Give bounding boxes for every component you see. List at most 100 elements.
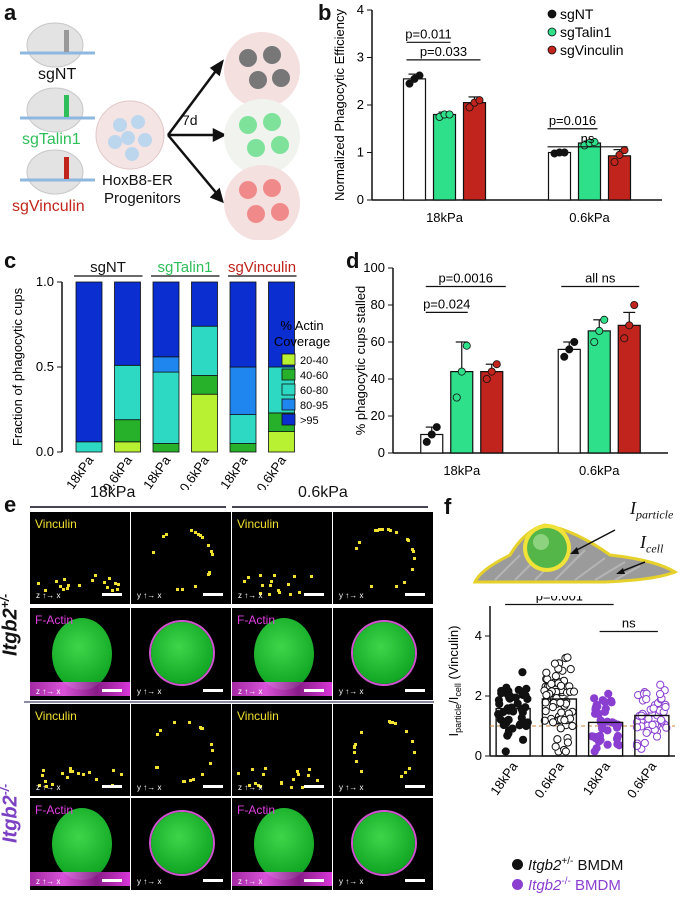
vinculin-spot — [289, 593, 293, 597]
col-underline-06kpa — [232, 506, 428, 508]
vinculin-spot — [358, 540, 362, 544]
y-tick-label: 1.0 — [36, 274, 54, 289]
vinculin-spot — [395, 585, 399, 589]
bead-particle — [353, 622, 415, 684]
vinculin-spot — [181, 587, 185, 591]
panel-a-schematic — [20, 22, 300, 240]
data-point — [561, 747, 570, 756]
vinculin-spot — [395, 530, 399, 534]
vinculin-spot — [259, 784, 263, 788]
x-tick-label: 18kPa — [217, 452, 251, 490]
data-point — [496, 715, 505, 724]
y-tick-label: 0 — [475, 748, 482, 763]
data-point — [556, 698, 565, 707]
vinculin-spot — [43, 588, 47, 592]
axis-indicator: z ↑→ x — [36, 591, 61, 600]
bar — [432, 113, 457, 201]
col-title-06kpa: 0.6kPa — [298, 484, 348, 501]
cartoon-label-cell: Icell — [640, 532, 664, 556]
data-point — [661, 702, 670, 712]
mean-bar — [541, 698, 578, 757]
scale-bar — [304, 593, 324, 596]
legend-f-ko-suffix: BMDM — [570, 877, 621, 894]
scale-bar — [102, 785, 122, 788]
vinculin-spot — [243, 580, 247, 584]
vinculin-spot — [404, 771, 408, 775]
legend-f-het-suffix: BMDM — [573, 857, 624, 874]
vinculin-spot — [108, 577, 112, 581]
data-point — [542, 668, 551, 677]
stacked-segment — [114, 364, 141, 421]
data-point — [565, 345, 574, 354]
data-point — [521, 691, 530, 700]
data-point — [422, 437, 431, 446]
data-point — [590, 338, 599, 347]
x-tick-label: 0.6kPa — [531, 758, 567, 800]
vinculin-spot — [189, 529, 193, 533]
vinculin-spot — [115, 588, 119, 592]
progenitor-dish — [95, 100, 165, 170]
vinculin-spot — [90, 579, 94, 583]
vinculin-spot — [210, 742, 214, 746]
micrograph-r0-c0: Vinculin z ↑→ x — [30, 512, 130, 604]
stacked-segment — [229, 443, 257, 453]
vinculin-spot — [387, 720, 391, 724]
vinculin-spot — [65, 586, 69, 590]
vinculin-spot — [106, 586, 110, 590]
annotation-p0016: p=0.0016 — [438, 271, 493, 286]
annotation-p024: p=0.024 — [423, 296, 470, 311]
data-point — [642, 695, 651, 704]
vinculin-spot — [199, 726, 203, 730]
axis-indicator: y ↑→ x — [137, 877, 162, 886]
legend-marker — [547, 45, 557, 55]
micrograph-r3-c2: F-Actin z ↑→ x — [232, 798, 332, 890]
vinculin-spot — [381, 528, 385, 532]
axis-indicator: y ↑→ x — [339, 687, 364, 696]
row-label-sup-het: +/- — [0, 593, 12, 609]
legend-label: 40-60 — [300, 370, 328, 382]
vinculin-spot — [197, 532, 201, 536]
legend-label: 80-95 — [300, 400, 328, 412]
bead-particle — [151, 812, 213, 874]
data-point — [590, 747, 599, 756]
vinculin-spot — [270, 579, 274, 583]
data-point — [615, 150, 624, 159]
data-point — [630, 301, 639, 310]
micrograph-r1-c2: F-Actin z ↑→ x — [232, 608, 332, 700]
annotation-all-ns: all ns — [585, 271, 616, 286]
vinculin-spot — [411, 740, 415, 744]
vinculin-spot — [54, 580, 58, 584]
bead-particle — [52, 618, 112, 690]
annotation-p001: p=0.001 — [536, 596, 583, 604]
vinculin-spot — [276, 588, 280, 592]
vinculin-spot — [315, 779, 319, 783]
cas9-icon-sgnt — [20, 22, 95, 68]
vinculin-spot — [200, 772, 204, 776]
scale-bar — [405, 593, 425, 596]
vinculin-spot — [250, 767, 254, 771]
panel-label-d: d — [346, 248, 360, 273]
differentiation-arrows — [166, 59, 227, 204]
data-point — [625, 321, 634, 330]
stacked-segment — [75, 441, 103, 453]
vinculin-spot — [247, 784, 251, 788]
vinculin-spot — [309, 575, 313, 579]
macrophage-dish-sgtalin1 — [224, 99, 300, 175]
vinculin-spot — [353, 750, 356, 754]
micrograph-r2-c0: Vinculin z ↑→ x — [30, 704, 130, 796]
macrophage-dish-sgvinculin — [224, 165, 300, 240]
axis-indicator: z ↑→ x — [238, 591, 263, 600]
stain-label: F-Actin — [35, 613, 74, 627]
axis-indicator: z ↑→ x — [36, 877, 61, 886]
vinculin-spot — [393, 722, 397, 726]
scale-bar — [304, 879, 324, 882]
vinculin-spot — [269, 583, 273, 587]
vinculin-spot — [58, 585, 62, 589]
data-point — [563, 738, 573, 747]
stain-label: Vinculin — [237, 517, 279, 531]
bar — [450, 370, 474, 454]
bar — [617, 324, 641, 454]
vinculin-spot — [268, 593, 272, 597]
chart-f: 0 2 4 Iparticle/Icell (Vinculin) 18kPa 0.6kPa… — [446, 596, 675, 801]
row-label-sup-ko: -/- — [0, 783, 12, 796]
